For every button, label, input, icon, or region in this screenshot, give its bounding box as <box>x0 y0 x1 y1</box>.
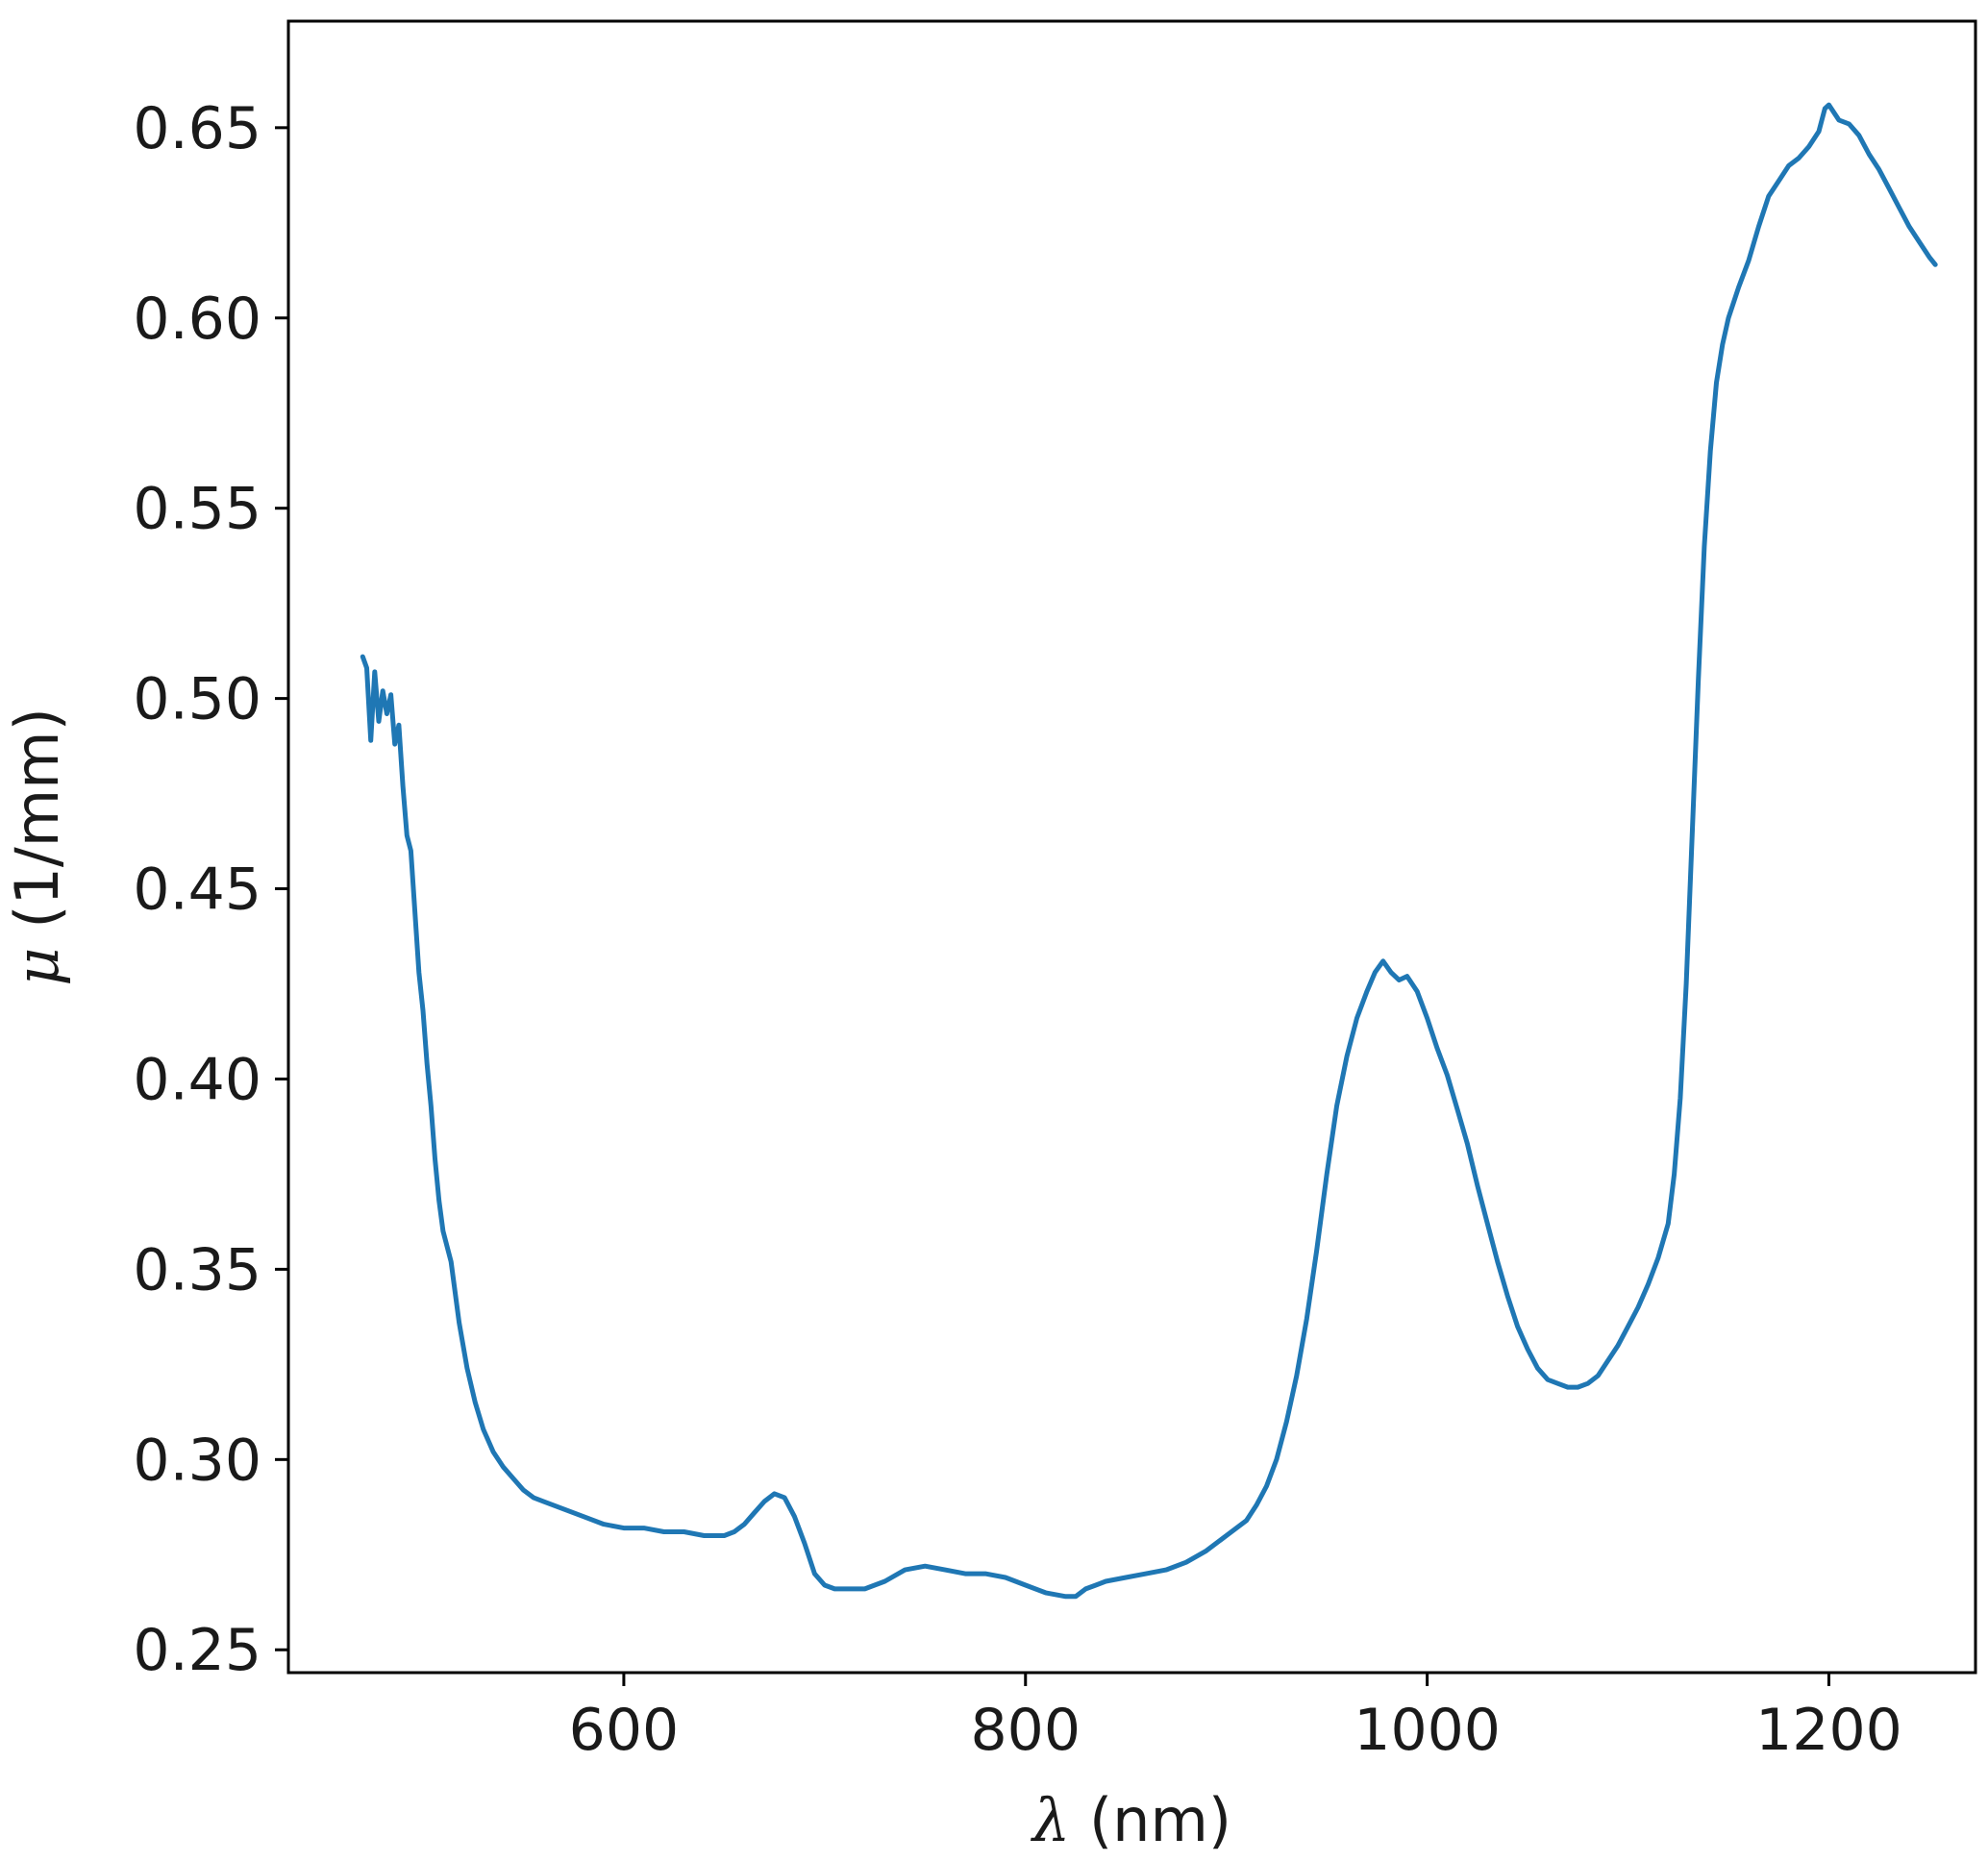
x-tick-label: 1200 <box>1755 1697 1902 1764</box>
x-tick-label: 1000 <box>1354 1697 1501 1764</box>
x-tick-label: 600 <box>569 1697 680 1764</box>
y-tick-label: 0.40 <box>133 1046 261 1113</box>
x-axis-ticks: 600 800 1000 1200 <box>569 1673 1902 1764</box>
spectrum-line <box>360 102 1938 1600</box>
y-tick-label: 0.50 <box>133 666 261 733</box>
y-tick-label: 0.65 <box>133 95 261 162</box>
x-axis-unit: (nm) <box>1070 1785 1231 1855</box>
y-axis-ticks: 0.25 0.30 0.35 0.40 0.45 0.50 0.55 0.60 0.65 <box>133 95 288 1684</box>
y-axis-label: μ (1/mm) <box>2 708 72 986</box>
y-tick-label: 0.35 <box>133 1236 261 1303</box>
y-tick-label: 0.55 <box>133 476 261 543</box>
plot-frame <box>286 19 1977 1675</box>
y-axis-unit: (1/mm) <box>2 708 72 947</box>
x-axis-label: λ (nm) <box>1030 1785 1231 1855</box>
y-tick-label: 0.25 <box>133 1617 261 1684</box>
x-tick-label: 800 <box>971 1697 1081 1764</box>
y-tick-label: 0.45 <box>133 857 261 924</box>
y-tick-label: 0.30 <box>133 1427 261 1494</box>
y-axis-symbol: μ <box>2 947 72 985</box>
y-tick-label: 0.60 <box>133 286 261 353</box>
x-axis-symbol: λ <box>1030 1785 1070 1855</box>
